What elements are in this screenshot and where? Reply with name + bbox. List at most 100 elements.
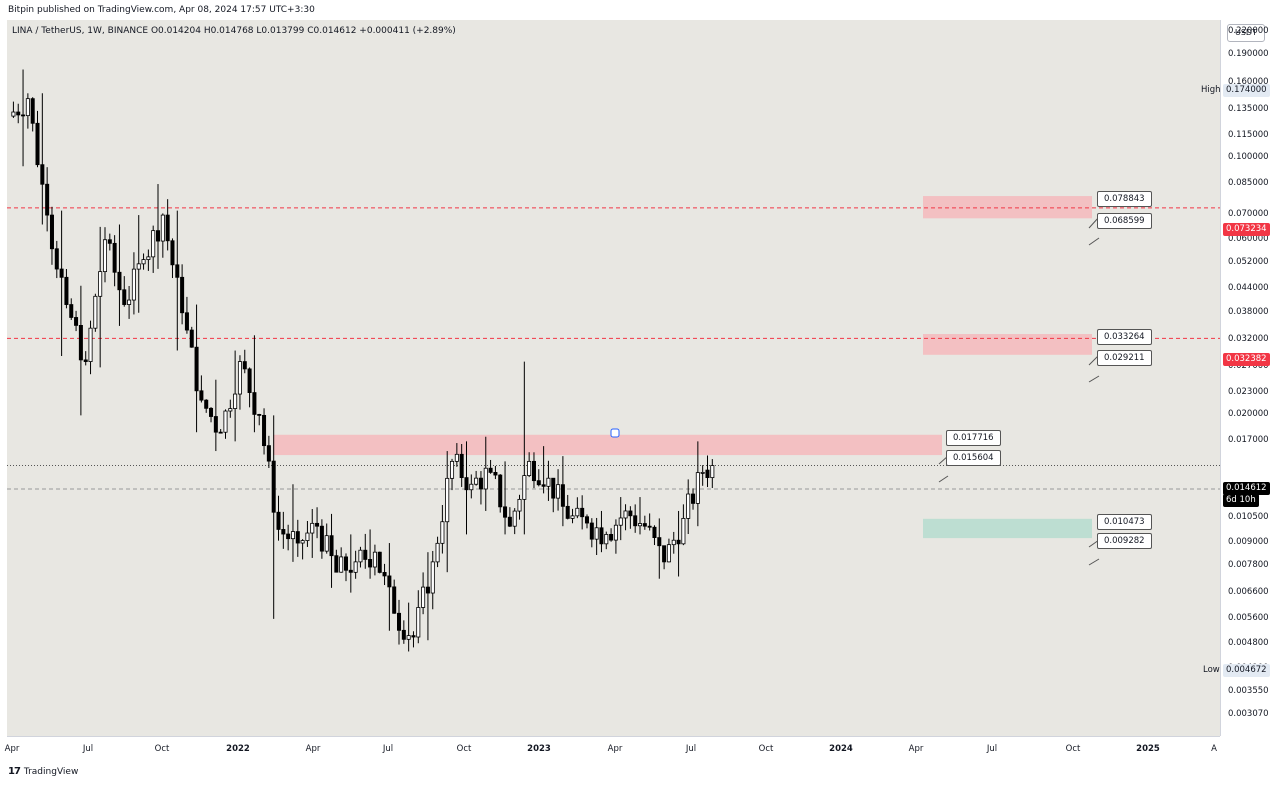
- candle-body: [45, 183, 50, 216]
- candle-body: [83, 359, 88, 362]
- candle-body: [705, 469, 710, 479]
- time-tick: Oct: [456, 744, 472, 754]
- candle-body: [599, 527, 604, 545]
- candle-body: [392, 586, 397, 614]
- candle-body: [242, 361, 247, 370]
- candle-body: [131, 268, 136, 301]
- candle-body: [64, 276, 69, 305]
- candle-body: [527, 460, 532, 476]
- candle-body: [609, 533, 614, 541]
- time-axis[interactable]: Apr Jul Oct 2022 Apr Jul Oct 2023 Apr Jul Oct 2024 A…: [4, 736, 1220, 760]
- candle-body: [358, 549, 363, 563]
- candle-body: [281, 529, 286, 535]
- candle-body: [69, 304, 74, 318]
- candle-body: [223, 410, 228, 433]
- candle-body: [21, 114, 26, 117]
- currency-selector[interactable]: USDT: [1227, 24, 1265, 42]
- callout-near-high[interactable]: 0.017716: [946, 430, 1001, 446]
- candle-body: [584, 516, 590, 524]
- candle-body: [647, 525, 652, 528]
- candlestick-chart[interactable]: [7, 20, 1220, 736]
- candle-body: [348, 569, 353, 573]
- candle-body: [642, 523, 647, 527]
- time-tick: Apr: [4, 744, 20, 754]
- candle-body: [170, 240, 175, 266]
- candle-body: [122, 289, 127, 305]
- candle-body: [237, 361, 242, 395]
- callout-mid-high[interactable]: 0.033264: [1097, 329, 1152, 345]
- price-axis[interactable]: USDT 0.220000 0.190000 0.160000 0.135000 0.1…: [1220, 20, 1280, 736]
- callout-mid-low[interactable]: 0.029211: [1097, 350, 1152, 366]
- candle-body: [406, 635, 411, 640]
- callout-near-low[interactable]: 0.015604: [946, 450, 1001, 466]
- candle-body: [300, 540, 305, 544]
- support-zone: [923, 518, 1092, 539]
- candle-body: [25, 98, 30, 117]
- candle-body: [141, 259, 146, 265]
- candle-body: [628, 510, 633, 517]
- candle-body: [594, 527, 599, 540]
- time-tick: Oct: [1065, 744, 1081, 754]
- candle-body: [233, 393, 238, 409]
- time-tick: 2022: [226, 744, 250, 754]
- symbol-legend: LINA / TetherUS, 1W, BINANCE O0.014204 H…: [12, 26, 456, 36]
- candle-body: [290, 531, 295, 540]
- price-tick: 0.005600: [1228, 612, 1269, 623]
- candle-body: [425, 586, 430, 594]
- candle-body: [565, 505, 570, 519]
- callout-upper-high[interactable]: 0.078843: [1097, 191, 1152, 207]
- candle-body: [440, 521, 445, 544]
- level-mid-label: 0.032382: [1223, 353, 1270, 366]
- candle-body: [454, 453, 459, 462]
- price-tick: 0.010500: [1228, 512, 1269, 523]
- resistance-zone: [923, 334, 1092, 355]
- candle-body: [204, 399, 209, 409]
- callout-support-high[interactable]: 0.010473: [1097, 514, 1152, 530]
- candle-body: [546, 477, 551, 487]
- candle-body: [353, 561, 358, 573]
- candle-body: [686, 493, 691, 519]
- callout-support-low[interactable]: 0.009282: [1097, 533, 1152, 549]
- candle-body: [372, 551, 377, 568]
- price-tick: 0.017000: [1228, 435, 1269, 446]
- candle-body: [59, 268, 64, 278]
- chart-panel[interactable]: LINA / TetherUS, 1W, BINANCE O0.014204 H…: [7, 20, 1220, 736]
- candle-body: [377, 551, 382, 573]
- candle-body: [695, 472, 700, 504]
- low-tag: Low: [1203, 665, 1220, 675]
- candle-body: [478, 477, 483, 490]
- candle-body: [421, 586, 426, 608]
- candle-body: [189, 329, 194, 348]
- time-tick: Apr: [908, 744, 924, 754]
- candle-body: [493, 472, 498, 476]
- callout-upper-low[interactable]: 0.068599: [1097, 213, 1152, 229]
- price-tick: 0.003070: [1228, 709, 1269, 719]
- candle-body: [343, 556, 349, 571]
- candle-body: [503, 506, 508, 518]
- candle-body: [430, 561, 435, 594]
- candle-body: [334, 555, 339, 573]
- candle-body: [78, 325, 83, 361]
- candle-body: [401, 629, 406, 640]
- candle-body: [575, 507, 580, 517]
- candle-body: [199, 390, 204, 401]
- candle-body: [102, 239, 107, 273]
- candle-body: [531, 460, 536, 482]
- candle-body: [396, 612, 402, 631]
- candle-body: [319, 525, 324, 552]
- candle-body: [662, 545, 667, 563]
- candle-body: [633, 515, 638, 527]
- candle-body: [315, 522, 320, 527]
- price-tick: 0.032000: [1228, 334, 1269, 345]
- candle-body: [11, 111, 16, 117]
- candle-body: [194, 346, 199, 392]
- candle-body: [589, 522, 594, 540]
- time-tick: Apr: [305, 744, 321, 754]
- candle-body: [671, 539, 676, 546]
- candle-body: [445, 477, 450, 523]
- candle-body: [266, 445, 271, 462]
- candle-body: [691, 493, 696, 504]
- candle-body: [262, 414, 267, 447]
- candle-body: [88, 327, 93, 362]
- candle-body: [570, 515, 575, 519]
